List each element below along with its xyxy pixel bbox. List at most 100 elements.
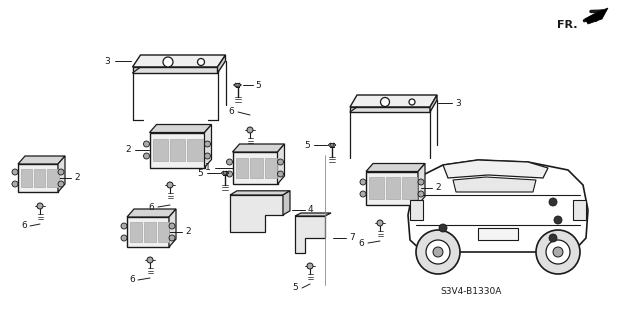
Circle shape — [198, 58, 205, 65]
Text: 6: 6 — [21, 221, 27, 231]
Text: 6: 6 — [358, 239, 364, 248]
Text: 4: 4 — [308, 205, 314, 214]
Polygon shape — [218, 55, 225, 73]
Circle shape — [121, 235, 127, 241]
Circle shape — [360, 191, 366, 197]
Text: 2: 2 — [435, 183, 440, 192]
Circle shape — [143, 141, 150, 147]
Circle shape — [169, 223, 175, 229]
Polygon shape — [232, 144, 285, 152]
Circle shape — [121, 223, 127, 229]
Polygon shape — [369, 177, 383, 199]
Circle shape — [546, 240, 570, 264]
Circle shape — [381, 98, 390, 107]
Circle shape — [37, 203, 43, 209]
Polygon shape — [418, 164, 425, 204]
Circle shape — [167, 182, 173, 188]
Polygon shape — [127, 209, 176, 217]
Text: 2: 2 — [74, 174, 79, 182]
Polygon shape — [283, 191, 290, 215]
Text: 5: 5 — [304, 140, 310, 150]
Circle shape — [426, 240, 450, 264]
Polygon shape — [130, 222, 142, 242]
Circle shape — [12, 169, 18, 175]
Polygon shape — [230, 195, 283, 232]
Polygon shape — [169, 209, 176, 247]
Text: 3: 3 — [455, 99, 461, 108]
Circle shape — [418, 191, 424, 197]
Polygon shape — [443, 160, 548, 178]
Polygon shape — [188, 139, 203, 161]
Polygon shape — [385, 177, 400, 199]
Polygon shape — [236, 158, 248, 178]
Polygon shape — [232, 152, 278, 184]
Circle shape — [205, 141, 211, 147]
Polygon shape — [585, 8, 608, 24]
Text: S3V4-B1330A: S3V4-B1330A — [440, 287, 501, 296]
Circle shape — [227, 159, 232, 165]
Circle shape — [163, 57, 173, 67]
Polygon shape — [350, 95, 437, 107]
Circle shape — [409, 99, 415, 105]
Circle shape — [58, 181, 64, 187]
Polygon shape — [150, 132, 205, 167]
Polygon shape — [132, 67, 218, 73]
Text: 5: 5 — [197, 168, 203, 177]
Polygon shape — [21, 169, 32, 187]
Polygon shape — [402, 177, 417, 199]
Polygon shape — [430, 95, 437, 112]
Polygon shape — [295, 213, 331, 216]
Text: 5: 5 — [292, 284, 298, 293]
Circle shape — [418, 179, 424, 185]
Polygon shape — [250, 158, 262, 178]
Circle shape — [12, 181, 18, 187]
Text: 5: 5 — [255, 80, 261, 90]
Text: 6: 6 — [148, 203, 154, 211]
Circle shape — [360, 179, 366, 185]
Circle shape — [377, 220, 383, 226]
Polygon shape — [157, 222, 169, 242]
Text: 7: 7 — [349, 234, 355, 242]
Circle shape — [549, 198, 557, 206]
Circle shape — [536, 230, 580, 274]
Polygon shape — [144, 222, 156, 242]
Polygon shape — [278, 144, 285, 184]
Circle shape — [307, 263, 313, 269]
Circle shape — [205, 153, 211, 159]
Polygon shape — [34, 169, 45, 187]
Circle shape — [247, 127, 253, 133]
Circle shape — [439, 224, 447, 232]
Polygon shape — [408, 160, 588, 252]
Circle shape — [227, 171, 232, 177]
Circle shape — [143, 153, 150, 159]
Polygon shape — [366, 172, 418, 204]
Polygon shape — [366, 164, 425, 172]
Polygon shape — [132, 55, 225, 67]
Polygon shape — [230, 191, 290, 195]
Circle shape — [236, 83, 239, 87]
Text: 1: 1 — [205, 164, 211, 173]
Polygon shape — [205, 124, 211, 167]
Circle shape — [278, 159, 284, 165]
Text: 6: 6 — [228, 108, 234, 116]
Circle shape — [549, 234, 557, 242]
Circle shape — [169, 235, 175, 241]
Circle shape — [330, 143, 333, 147]
Circle shape — [278, 171, 284, 177]
Polygon shape — [265, 158, 277, 178]
Polygon shape — [58, 156, 65, 192]
Text: 2: 2 — [125, 145, 131, 154]
Text: 3: 3 — [105, 56, 111, 65]
Polygon shape — [127, 217, 169, 247]
Polygon shape — [18, 156, 65, 164]
Text: 6: 6 — [129, 276, 135, 285]
Circle shape — [416, 230, 460, 274]
Polygon shape — [170, 139, 186, 161]
Polygon shape — [18, 164, 58, 192]
Polygon shape — [478, 228, 518, 240]
Polygon shape — [573, 200, 586, 220]
Polygon shape — [410, 200, 423, 220]
Polygon shape — [295, 216, 325, 253]
Circle shape — [223, 171, 227, 175]
Polygon shape — [453, 177, 536, 192]
